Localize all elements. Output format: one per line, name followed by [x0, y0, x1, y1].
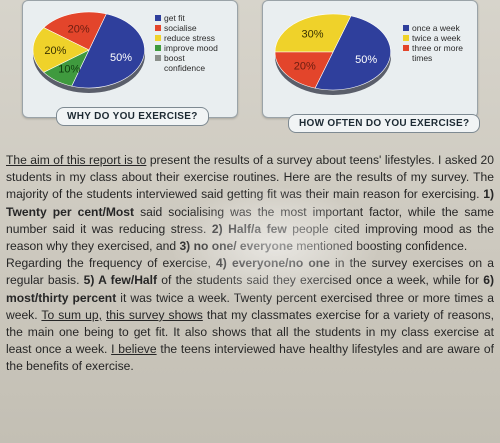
legend-item: reduce stress [155, 33, 220, 43]
chart-title-how-often: HOW OFTEN DO YOU EXERCISE? [288, 114, 481, 133]
pie-data-label: 30% [301, 29, 323, 41]
chart-card-how-often: 50% 30% 20% once a week twice a week three… [262, 0, 478, 118]
phrase-to-sum-up: To sum up, [41, 307, 102, 322]
pie-slice-twice-a-week [274, 13, 352, 53]
legend-item: get fit [155, 13, 220, 23]
legend-swatch [155, 35, 161, 41]
legend-item: twice a week [403, 33, 464, 43]
gap-option-5[interactable]: 5) A few/Half [83, 273, 158, 288]
legend-label: once a week [412, 23, 460, 33]
gap-option-1[interactable]: 1) Twenty per cent/Most [6, 187, 494, 219]
pie-data-label: 50% [110, 52, 132, 64]
pie-slice-improve-mood [43, 49, 90, 87]
phrase-i-believe: I believe [111, 342, 157, 357]
legend-why: get fit socialise reduce stress improve … [155, 13, 220, 73]
phrase-survey-shows: this survey shows [106, 307, 203, 322]
legend-item: socialise [155, 23, 220, 33]
gap-option-4[interactable]: 4) everyone/no one [216, 256, 330, 271]
report-text-run: Regarding the frequency of exercise, [6, 256, 217, 271]
gap-option-3[interactable]: 3) no one/ everyone [179, 239, 294, 254]
legend-swatch [155, 45, 161, 51]
legend-how-often: once a week twice a week three or more t… [403, 23, 464, 63]
pie-slice-get-fit [71, 13, 145, 89]
report-text-run: of the students said they exercised once… [157, 273, 484, 288]
legend-item: three or more times [403, 43, 464, 63]
report-paragraph-2: Regarding the frequency of exercise, 4) … [6, 255, 494, 375]
report-paragraph-1: The aim of this report is to present the… [6, 152, 494, 255]
legend-label: boost confidence [164, 53, 206, 73]
pie-data-label: 10% [58, 63, 80, 75]
pie-slice-reduce-stress [32, 27, 90, 73]
legend-label: twice a week [412, 33, 461, 43]
pie-data-label: 50% [355, 54, 377, 66]
pie-data-label: 20% [44, 45, 66, 57]
report-text-run: mentioned boosting confidence. [293, 239, 468, 254]
legend-label: improve mood [164, 43, 218, 53]
legend-item: once a week [403, 23, 464, 33]
chart-card-why: 50% 20% 20% 10% get fit socialise reduce st… [22, 0, 238, 118]
pie-slice-socialise [43, 11, 107, 51]
chart-title-why: WHY DO YOU EXERCISE? [56, 107, 209, 126]
pie-data-label: 20% [294, 60, 316, 72]
pie-slice-three-or-more-times [274, 51, 334, 89]
phrase-aim: The aim of this report is to [6, 153, 147, 167]
pie-data-label: 20% [68, 23, 90, 35]
pie-chart-how-often: 50% 30% 20% [274, 13, 391, 95]
legend-swatch [403, 35, 409, 41]
report-text-run: the teens interviewed have healthy lifes… [6, 342, 495, 374]
legend-label: three or more times [412, 43, 464, 63]
legend-swatch [403, 45, 409, 51]
gap-option-2[interactable]: 2) Half/a few [211, 221, 287, 236]
report-text: The aim of this report is to present the… [6, 152, 494, 376]
legend-label: socialise [164, 23, 197, 33]
legend-swatch [155, 25, 161, 31]
legend-label: reduce stress [164, 33, 216, 43]
legend-swatch [403, 25, 409, 31]
legend-swatch [155, 15, 161, 21]
legend-swatch [155, 55, 161, 61]
pie-slice-once-a-week [314, 15, 391, 91]
legend-item: boost confidence [155, 53, 220, 73]
report-text-run: that my classmates exercise for a variet… [6, 307, 494, 357]
gap-option-6[interactable]: 6) most/thirty percent [6, 273, 494, 305]
legend-item: improve mood [155, 43, 220, 53]
pie-chart-why: 50% 20%20% 10% [32, 11, 145, 93]
legend-label: get fit [164, 13, 185, 23]
